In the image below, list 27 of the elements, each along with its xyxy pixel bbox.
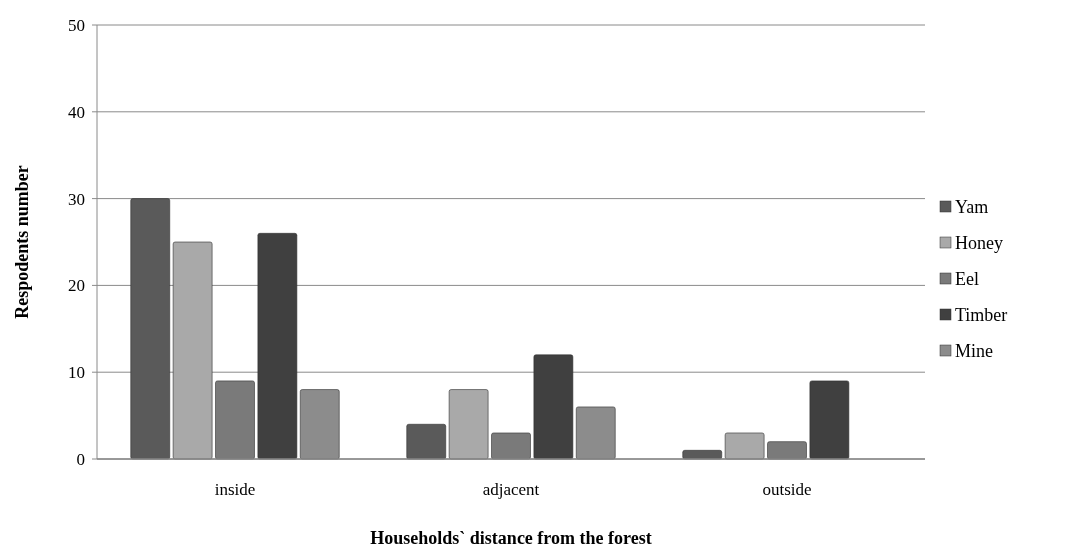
- x-tick-label: outside: [762, 480, 812, 499]
- bar: [172, 241, 213, 460]
- bar: [533, 354, 574, 460]
- legend-label: Eel: [955, 269, 979, 290]
- bar: [215, 380, 255, 460]
- x-tick-label: adjacent: [482, 480, 540, 499]
- bar: [257, 233, 298, 460]
- bar: [448, 389, 489, 460]
- bar: [809, 380, 850, 460]
- x-tick-label: inside: [214, 480, 256, 499]
- bar: [491, 432, 531, 460]
- bar: [724, 432, 765, 460]
- y-tick-label: 10: [68, 363, 85, 383]
- x-axis-title: Households` distance from the forest: [370, 528, 652, 548]
- y-tick-label: 0: [76, 449, 85, 469]
- y-tick-label: 50: [68, 15, 85, 35]
- bar: [406, 423, 447, 460]
- legend-label: Honey: [955, 233, 1003, 254]
- legend-label: Yam: [955, 197, 989, 218]
- legend-label: Timber: [955, 305, 1008, 326]
- legend-label: Mine: [955, 341, 994, 362]
- y-axis-title: Respodents number: [12, 165, 32, 319]
- y-tick-label: 40: [68, 102, 85, 122]
- y-tick-label: 30: [68, 189, 85, 209]
- bar: [130, 198, 171, 460]
- y-tick-label: 20: [68, 276, 85, 296]
- bar: [767, 441, 807, 460]
